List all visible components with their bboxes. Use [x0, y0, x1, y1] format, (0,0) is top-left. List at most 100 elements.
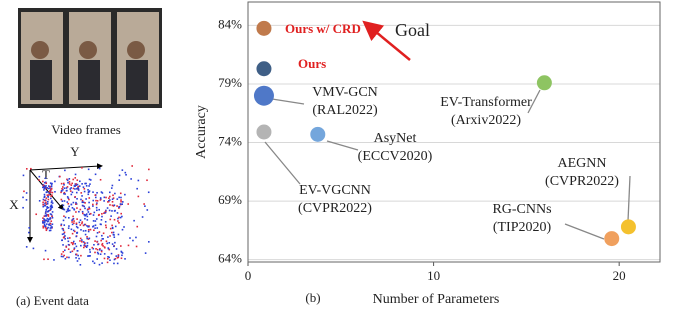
event-dot [47, 201, 49, 203]
event-dot [81, 239, 83, 241]
event-dot [96, 204, 98, 206]
event-dot [92, 200, 94, 202]
event-dot [142, 216, 144, 218]
event-dot [86, 238, 88, 240]
event-dot [94, 227, 96, 229]
event-dot [75, 174, 77, 176]
event-dot [62, 186, 64, 188]
event-dot [118, 197, 120, 199]
event-dot [84, 202, 86, 204]
event-dot [79, 224, 81, 226]
event-dot [76, 198, 78, 200]
event-dot [61, 256, 63, 258]
event-dot [61, 239, 63, 241]
event-dot [113, 234, 115, 236]
event-dot [127, 203, 129, 205]
event-dot [65, 258, 67, 260]
event-dot [76, 192, 78, 194]
event-dot [71, 242, 73, 244]
event-dot [75, 236, 77, 238]
event-dot [52, 217, 54, 219]
event-dot [93, 214, 95, 216]
event-dot [77, 250, 79, 252]
event-dot [49, 192, 51, 194]
annotation: Goal [395, 20, 430, 40]
event-dot [136, 246, 138, 248]
event-dot [68, 225, 70, 227]
event-dot [148, 169, 150, 171]
event-dot [96, 192, 98, 194]
event-dot [84, 208, 86, 210]
event-dot [51, 214, 53, 216]
point-label: (ECCV2020) [358, 149, 433, 164]
event-dot [79, 222, 81, 224]
event-dot [112, 198, 114, 200]
event-dot [75, 203, 77, 205]
event-dot [114, 219, 116, 221]
event-dot [92, 261, 94, 263]
event-dot [85, 230, 87, 232]
event-dot [92, 191, 94, 193]
axis-letter: Y [70, 144, 80, 159]
event-dot [68, 227, 70, 229]
event-dot [106, 240, 108, 242]
event-dot [84, 188, 86, 190]
event-dot [93, 244, 95, 246]
event-dot [47, 194, 49, 196]
event-dot [39, 176, 41, 178]
event-dot [51, 184, 53, 186]
event-dot [121, 254, 123, 256]
event-dot [68, 244, 70, 246]
event-dot [124, 194, 126, 196]
event-dot [118, 222, 120, 224]
event-dot [73, 218, 75, 220]
point [256, 125, 271, 140]
event-dot [129, 237, 131, 239]
event-dot [112, 227, 114, 229]
event-dot [98, 214, 100, 216]
event-dot [89, 183, 91, 185]
event-dot [61, 253, 63, 255]
event-dot [76, 207, 78, 209]
event-dot [86, 213, 88, 215]
event-dot [96, 258, 98, 260]
event-dot [88, 231, 90, 233]
event-dot [107, 256, 109, 258]
event-dot [73, 188, 75, 190]
event-dot [63, 233, 65, 235]
event-dot [44, 224, 46, 226]
event-dot [71, 184, 73, 186]
event-dot [76, 179, 78, 181]
event-dot [78, 211, 80, 213]
event-dot [72, 244, 74, 246]
event-dot [52, 192, 54, 194]
event-dot [71, 219, 73, 221]
event-dot [109, 259, 111, 261]
event-dot [87, 208, 89, 210]
event-dot [87, 194, 89, 196]
event-dot [104, 246, 106, 248]
event-dot [88, 229, 90, 231]
event-dot [43, 259, 45, 261]
event-dot [67, 180, 69, 182]
event-dot [74, 188, 76, 190]
event-dot [87, 216, 89, 218]
x-axis-label: Number of Parameters [373, 292, 500, 307]
event-dot [96, 207, 98, 209]
event-dot [120, 213, 122, 215]
event-dot [49, 186, 51, 188]
event-dot [69, 183, 71, 185]
video-frames [18, 8, 162, 108]
event-dot [108, 242, 110, 244]
leader-line [265, 142, 300, 184]
event-dot [109, 235, 111, 237]
point [604, 231, 619, 246]
event-dot [100, 224, 102, 226]
event-dot [85, 198, 87, 200]
event-dot [95, 220, 97, 222]
event-dot [28, 232, 30, 234]
event-dot [138, 180, 140, 182]
event-dot [105, 221, 107, 223]
event-dot [47, 196, 49, 198]
event-dot [113, 232, 115, 234]
